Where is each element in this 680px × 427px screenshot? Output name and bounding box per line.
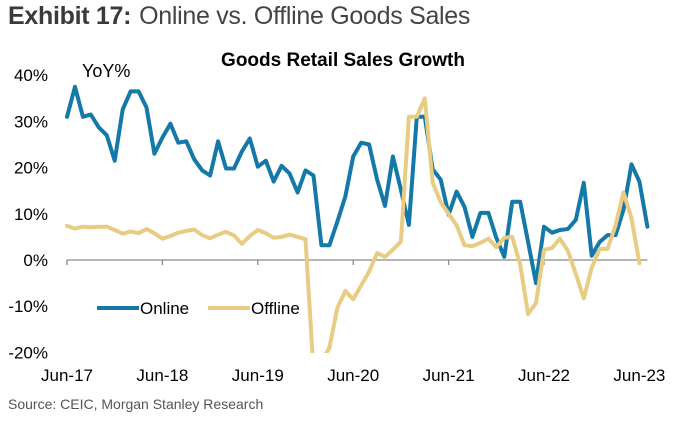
y-tick-label: 20% — [14, 159, 48, 178]
x-tick-label: Jun-22 — [518, 366, 570, 385]
legend: Online Offline — [97, 299, 300, 318]
y-axis-unit-label: YoY% — [82, 61, 130, 81]
y-tick-label: 40% — [14, 66, 48, 85]
chart-title: Goods Retail Sales Growth — [221, 50, 465, 71]
exhibit-label: Exhibit 17: — [8, 2, 132, 30]
source-note: Source: CEIC, Morgan Stanley Research — [8, 396, 264, 412]
legend-label-offline: Offline — [251, 299, 300, 318]
series-group — [65, 84, 650, 353]
x-tick-label: Jun-20 — [327, 366, 379, 385]
x-tick-label: Jun-18 — [136, 366, 188, 385]
x-tick-label: Jun-19 — [232, 366, 284, 385]
x-tick-label: Jun-21 — [423, 366, 475, 385]
y-tick-label: -10% — [8, 297, 48, 316]
y-tick-label: 30% — [14, 112, 48, 131]
legend-label-online: Online — [140, 299, 189, 318]
exhibit-heading: Exhibit 17: Online vs. Offline Goods Sale… — [8, 2, 470, 31]
y-axis: 40% 30% 20% 10% 0% -10% -20% — [8, 66, 48, 362]
exhibit-title: Online vs. Offline Goods Sales — [139, 2, 471, 30]
y-tick-label: 0% — [23, 251, 48, 270]
series-line-online — [65, 84, 650, 286]
x-tick-label: Jun-17 — [41, 366, 93, 385]
x-axis: Jun-17 Jun-18 Jun-19 Jun-20 Jun-21 Jun-22 Jun-… — [41, 259, 665, 385]
y-tick-label: -20% — [8, 343, 48, 362]
y-tick-label: 10% — [14, 205, 48, 224]
x-tick-label: Jun-23 — [613, 366, 665, 385]
series-line-offline — [65, 96, 642, 353]
